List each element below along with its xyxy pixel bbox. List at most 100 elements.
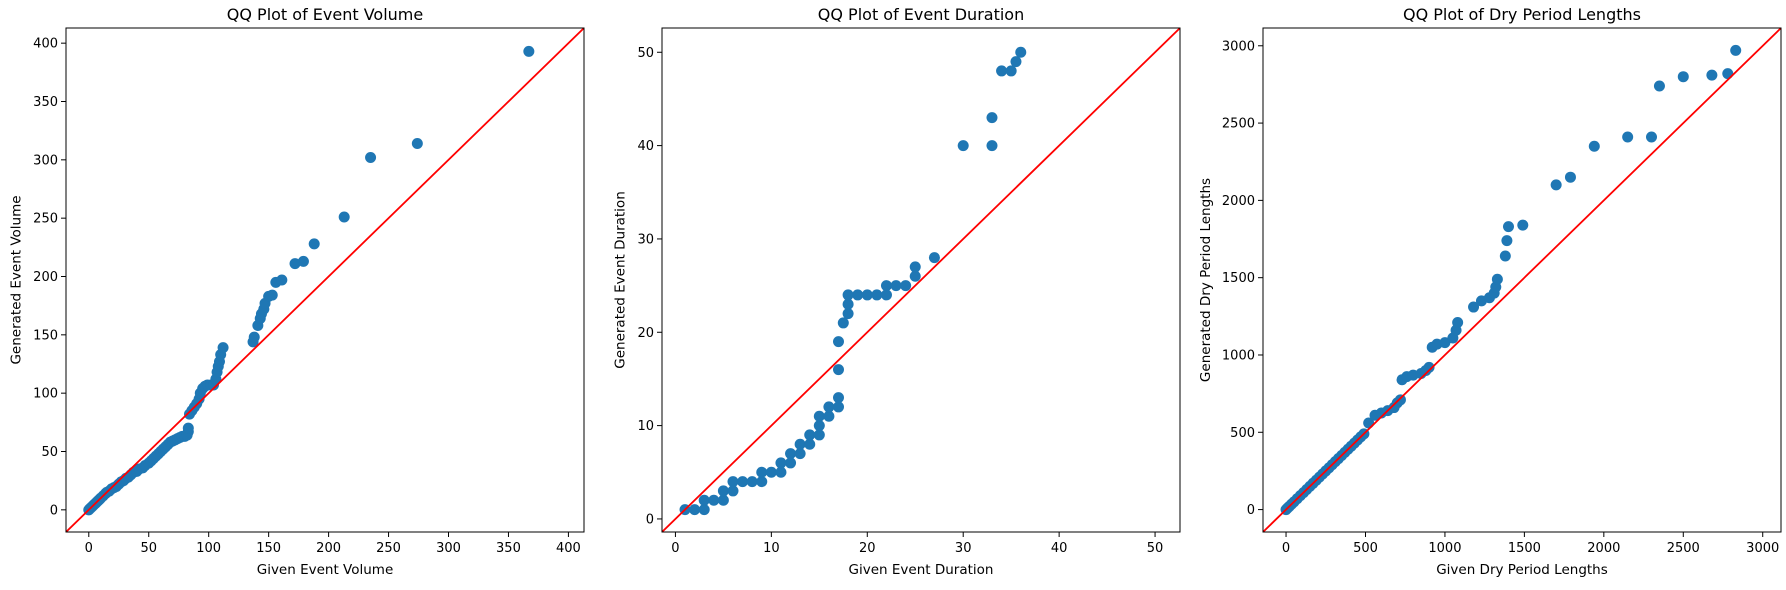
data-point — [837, 317, 849, 329]
data-point — [909, 261, 921, 273]
data-point — [708, 494, 720, 506]
y-axis-label: Generated Event Volume — [9, 195, 25, 364]
data-point — [289, 258, 301, 270]
data-point — [1706, 69, 1718, 81]
y-tick-label: 250 — [33, 212, 58, 227]
x-tick-label: 30 — [955, 541, 972, 556]
data-points — [83, 45, 535, 516]
data-point — [1517, 219, 1529, 231]
x-axis-label: Given Dry Period Lengths — [1436, 562, 1608, 578]
data-point — [698, 494, 710, 506]
x-tick-label: 1500 — [1508, 541, 1541, 556]
data-point — [880, 280, 892, 292]
data-point — [266, 289, 278, 301]
data-point — [880, 289, 892, 301]
chart-panel-2: QQ Plot of Event Duration 0 10 20 30 40 50 0 10 2… — [612, 5, 1181, 578]
x-tick-label: 250 — [376, 541, 401, 556]
data-point — [1501, 235, 1513, 247]
data-point — [842, 298, 854, 310]
data-point — [861, 289, 873, 301]
x-tick-label: 40 — [1051, 541, 1068, 556]
y-tick-label: 350 — [33, 95, 58, 110]
data-point — [957, 140, 969, 152]
data-point — [756, 466, 768, 478]
data-point — [909, 270, 921, 282]
data-point — [737, 476, 749, 488]
data-point — [900, 280, 912, 292]
data-point — [986, 112, 998, 124]
y-tick-label: 50 — [637, 46, 654, 61]
y-tick-label: 0 — [646, 512, 654, 527]
y-tick-label: 1500 — [1222, 271, 1255, 286]
plot-frame — [661, 27, 1181, 533]
data-point — [1491, 273, 1503, 285]
x-tick-label: 2500 — [1667, 541, 1700, 556]
x-tick-label: 200 — [316, 541, 341, 556]
y-tick-label: 100 — [33, 387, 58, 402]
y-tick-label: 500 — [1230, 426, 1255, 441]
data-point — [727, 476, 739, 488]
y-tick-label: 200 — [33, 270, 58, 285]
data-point — [1564, 171, 1576, 183]
data-point — [523, 45, 535, 57]
x-tick-label: 400 — [556, 541, 581, 556]
x-tick-label: 50 — [140, 541, 157, 556]
data-point — [1722, 68, 1734, 80]
data-point — [308, 238, 320, 250]
data-point — [1452, 317, 1464, 329]
y-tick-label: 40 — [637, 139, 654, 154]
data-point — [833, 392, 844, 404]
data-point — [833, 401, 844, 413]
data-point — [1653, 80, 1665, 92]
data-point — [1439, 337, 1451, 349]
data-point — [813, 420, 825, 432]
data-point — [775, 457, 787, 469]
x-tick-label: 0 — [671, 541, 679, 556]
data-point — [182, 422, 194, 434]
y-tick-label: 30 — [637, 232, 654, 247]
y-tick-label: 50 — [41, 445, 58, 460]
plot-frame — [65, 27, 585, 533]
data-point — [1423, 361, 1435, 373]
y-tick-label: 300 — [33, 153, 58, 168]
data-points — [1280, 44, 1742, 516]
data-point — [785, 457, 797, 469]
y-tick-label: 400 — [33, 37, 58, 52]
data-point — [1499, 250, 1511, 262]
data-point — [775, 466, 787, 478]
x-axis-label: Given Event Volume — [257, 562, 394, 578]
data-point — [411, 138, 423, 149]
x-tick-label: 100 — [196, 541, 221, 556]
data-point — [1646, 131, 1657, 143]
x-tick-label: 10 — [763, 541, 780, 556]
data-point — [804, 438, 816, 450]
data-point — [727, 485, 739, 497]
y-tick-label: 0 — [50, 503, 58, 518]
reference-line-y-equals-x — [1263, 28, 1781, 532]
x-axis-label: Given Event Duration — [849, 562, 994, 578]
x-tick-label: 150 — [256, 541, 281, 556]
data-point — [871, 289, 883, 301]
data-point — [756, 476, 768, 488]
data-point — [928, 252, 940, 264]
data-point — [1468, 301, 1480, 313]
data-point — [833, 336, 844, 348]
y-tick-label: 150 — [33, 328, 58, 343]
x-tick-label: 300 — [436, 541, 461, 556]
data-point — [1588, 140, 1600, 152]
y-tick-label: 2000 — [1222, 194, 1255, 209]
x-tick-label: 20 — [859, 541, 876, 556]
data-point — [1015, 46, 1027, 58]
chart-title: QQ Plot of Dry Period Lengths — [1403, 5, 1641, 24]
data-point — [338, 211, 350, 223]
data-point — [1622, 131, 1634, 143]
data-point — [217, 342, 229, 354]
data-point — [248, 331, 260, 343]
data-point — [996, 65, 1008, 77]
data-point — [813, 429, 825, 441]
data-point — [785, 448, 797, 460]
x-tick-label: 2000 — [1587, 541, 1620, 556]
data-point — [1677, 71, 1689, 83]
y-tick-label: 20 — [637, 326, 654, 341]
